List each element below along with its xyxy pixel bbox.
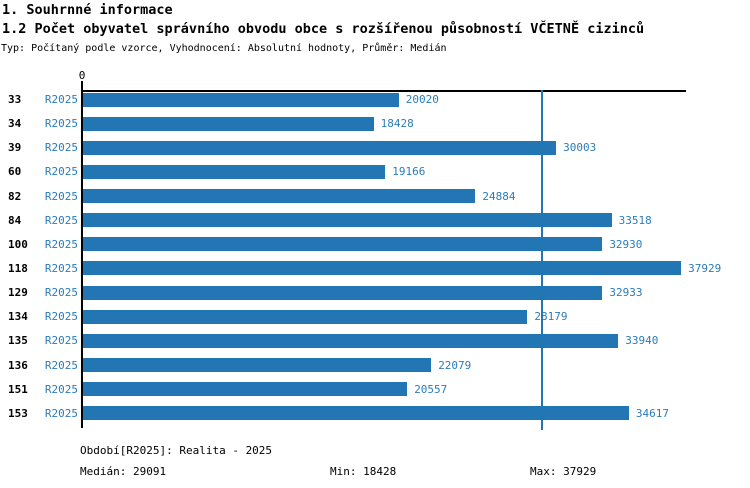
chart-row: 129 R2025 32933 (0, 285, 750, 300)
row-category-label: 136 (8, 358, 28, 372)
x-axis-zero-label: 0 (78, 69, 86, 82)
row-category-label: 33 (8, 93, 22, 106)
row-category-label: 129 (8, 286, 28, 300)
row-category-label: 118 (8, 261, 28, 275)
chart-row: 33 R2025 20020 (0, 92, 750, 107)
bar-value-label: 18428 (380, 117, 414, 131)
row-series-label: R2025 (44, 286, 78, 300)
bar-value-label: 24884 (482, 189, 516, 203)
row-category-label: 134 (8, 310, 28, 324)
bar-value-label: 34617 (635, 406, 670, 420)
row-series-label: R2025 (44, 141, 78, 155)
bar (83, 213, 612, 228)
bar (83, 285, 603, 300)
x-axis-line (81, 90, 686, 92)
row-category-label: 153 (8, 406, 28, 420)
chart-row: 153 R2025 34617 (0, 406, 750, 421)
row-category-label: 34 (8, 117, 22, 131)
median-reference-line (540, 90, 543, 430)
bar-value-label: 37929 (688, 261, 722, 275)
bar (83, 309, 528, 324)
bar (83, 164, 386, 179)
x-axis-zero-tick (81, 81, 83, 90)
footer-min-label: Min: 18428 (330, 465, 397, 478)
bar (83, 261, 682, 276)
y-axis-line (81, 90, 83, 428)
bar-value-label: 33518 (618, 213, 652, 227)
row-series-label: R2025 (44, 189, 78, 203)
bar (83, 333, 619, 348)
chart-row: 60 R2025 19166 (0, 164, 750, 179)
row-series-label: R2025 (44, 237, 78, 251)
chart-row: 84 R2025 33518 (0, 213, 750, 228)
row-category-label: 82 (8, 189, 22, 203)
bar-value-label: 33940 (625, 334, 659, 348)
bar-value-label: 32930 (609, 237, 643, 251)
bar-value-label: 20557 (414, 382, 448, 396)
row-series-label: R2025 (44, 310, 78, 324)
bar (83, 189, 476, 204)
bar (83, 92, 399, 107)
chart-row: 118 R2025 37929 (0, 261, 750, 276)
row-series-label: R2025 (44, 165, 78, 179)
row-series-label: R2025 (44, 358, 78, 372)
bar (83, 140, 557, 155)
footer-median-label: Medián: 29091 (80, 465, 167, 478)
bar-value-label: 32933 (609, 286, 643, 300)
chart-row: 134 R2025 28179 (0, 309, 750, 324)
row-category-label: 151 (8, 382, 28, 396)
row-series-label: R2025 (44, 382, 78, 396)
bar-value-label: 30003 (563, 141, 597, 155)
report-meta-line: Typ: Počítaný podle vzorce, Vyhodnocení:… (1, 43, 447, 54)
row-series-label: R2025 (44, 93, 78, 106)
row-category-label: 84 (8, 213, 22, 227)
bar (83, 358, 432, 373)
row-series-label: R2025 (44, 213, 78, 227)
chart-row: 82 R2025 24884 (0, 189, 750, 204)
row-series-label: R2025 (44, 406, 78, 420)
chart-row: 136 R2025 22079 (0, 358, 750, 373)
row-series-label: R2025 (44, 261, 78, 275)
row-series-label: R2025 (44, 117, 78, 131)
row-category-label: 135 (8, 334, 28, 348)
chart-row: 135 R2025 33940 (0, 333, 750, 348)
chart-row: 151 R2025 20557 (0, 382, 750, 397)
bar (83, 237, 603, 252)
bar (83, 382, 408, 397)
bar (83, 116, 374, 131)
row-category-label: 100 (8, 237, 28, 251)
chart-row: 100 R2025 32930 (0, 237, 750, 252)
bar-value-label: 28179 (534, 310, 568, 324)
footer-period-label: Období[R2025]: Realita - 2025 (80, 444, 273, 457)
bar (83, 406, 629, 421)
horizontal-bar-chart: 0 33 R2025 20020 34 R2025 18428 39 R2025 30003 60… (0, 69, 750, 430)
chart-row: 39 R2025 30003 (0, 140, 750, 155)
footer-max-label: Max: 37929 (530, 465, 597, 478)
report-section-title: 1. Souhrnné informace (2, 2, 173, 18)
bar-value-label: 22079 (438, 358, 472, 372)
bar-value-label: 20020 (405, 93, 439, 106)
chart-row: 34 R2025 18428 (0, 116, 750, 131)
row-series-label: R2025 (44, 334, 78, 348)
row-category-label: 39 (8, 141, 22, 155)
row-category-label: 60 (8, 165, 22, 179)
report-indicator-title: 1.2 Počet obyvatel správního obvodu obce… (2, 21, 645, 37)
bar-value-label: 19166 (392, 165, 426, 179)
